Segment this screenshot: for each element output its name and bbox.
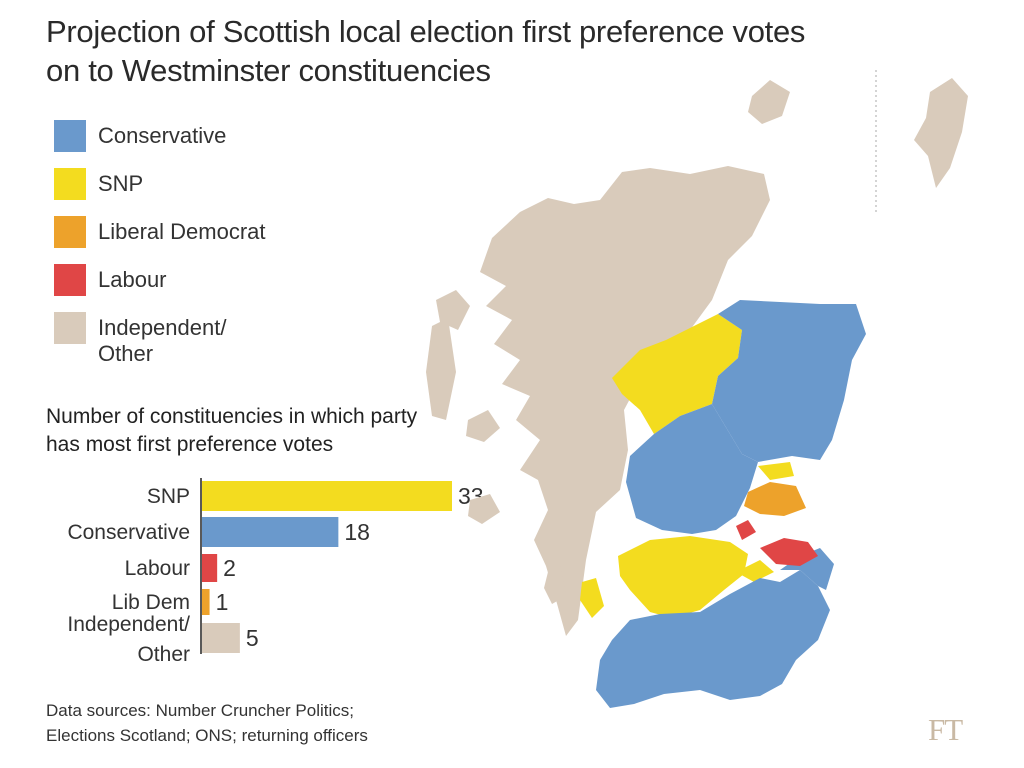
legend-label-snp: SNP	[98, 171, 144, 196]
map-region-borders	[780, 548, 834, 590]
bar-3	[202, 589, 210, 615]
legend-label-labour: Labour	[98, 267, 167, 292]
bar-chart-subtitle: Number of constituencies in which party …	[46, 405, 418, 456]
map-region-islay	[468, 494, 500, 524]
bar-label-1: Conservative	[67, 521, 190, 544]
map-region-shetland	[914, 78, 968, 188]
map-region-midlothian	[736, 560, 774, 582]
map-region-east-lothian	[760, 538, 818, 566]
map-region-arran-bute	[580, 578, 604, 618]
map-region-nefife	[744, 482, 806, 516]
legend-label-libdem: Liberal Democrat	[98, 219, 266, 244]
map-region-highlands	[480, 166, 770, 636]
map-snp-regions	[580, 314, 846, 618]
map-region-arran	[544, 566, 566, 604]
legend-label-other: Independent/ Other	[98, 315, 227, 366]
bar-label-4: Independent/Other	[67, 613, 190, 666]
map-region-mull	[466, 410, 500, 442]
data-sources: Data sources: Number Cruncher Politics; …	[46, 701, 368, 745]
scotland-map	[426, 70, 968, 708]
map-region-dundee	[758, 462, 794, 480]
map-region-kirkcaldy	[736, 520, 756, 540]
bar-value-4: 5	[246, 625, 259, 651]
bar-label-0: SNP	[147, 485, 190, 508]
map-region-lewis	[426, 318, 456, 420]
legend-swatch-libdem	[54, 216, 86, 248]
bar-label-3: Lib Dem	[112, 591, 190, 614]
map-region-glasgow-belt	[618, 536, 748, 618]
map-region-perthshire	[626, 404, 758, 534]
legend-swatch-snp	[54, 168, 86, 200]
bar-2	[202, 554, 218, 582]
bar-label-2: Labour	[125, 557, 190, 580]
bar-value-2: 2	[223, 555, 236, 581]
map-region-inverness	[612, 314, 742, 434]
bar-value-1: 18	[344, 519, 370, 545]
legend-swatch-labour	[54, 264, 86, 296]
legend-swatch-conservative	[54, 120, 86, 152]
legend-swatch-other	[54, 312, 86, 344]
bar-value-3: 1	[216, 589, 229, 615]
map-conservative-regions	[596, 300, 866, 708]
ft-logo: FT	[928, 712, 963, 747]
bar-4	[202, 623, 240, 653]
bar-1	[202, 517, 339, 547]
legend-label-conservative: Conservative	[98, 123, 227, 148]
map-labour-regions	[736, 520, 818, 566]
map-other-regions	[426, 70, 968, 636]
map-libdem-regions	[744, 482, 806, 516]
map-region-northeast	[712, 300, 866, 462]
map-region-southwest	[596, 570, 830, 708]
bar-0	[202, 481, 452, 511]
chart-title: Projection of Scottish local election fi…	[46, 14, 806, 88]
map-region-orkney	[748, 80, 790, 124]
